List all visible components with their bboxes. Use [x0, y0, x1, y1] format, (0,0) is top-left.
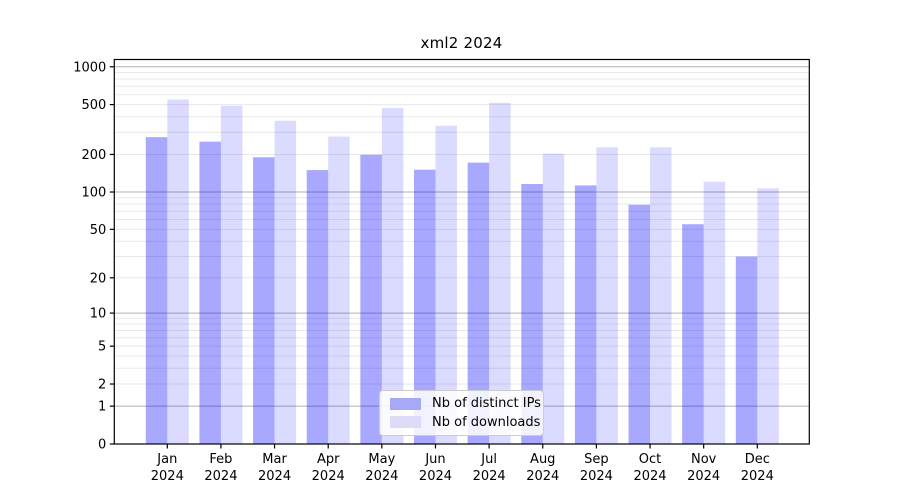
- x-tick-label-month: Dec: [745, 452, 770, 467]
- bar-distinct-ips-sep: [574, 185, 597, 445]
- bar-downloads-oct: [650, 147, 672, 444]
- legend-label-distinct-ips: Nb of distinct IPs: [432, 396, 541, 412]
- x-tick-label-year: 2024: [204, 469, 237, 484]
- x-tick-label-month: Jan: [156, 452, 177, 467]
- bar-downloads-nov: [703, 181, 726, 444]
- y-tick-label: 2: [98, 378, 106, 393]
- x-tick-label-month: Feb: [209, 452, 232, 467]
- y-tick-label: 10: [90, 307, 107, 322]
- y-tick-label: 200: [81, 148, 106, 163]
- x-tick-label-year: 2024: [258, 469, 291, 484]
- x-tick-label-month: Nov: [691, 452, 717, 467]
- bar-downloads-jan: [167, 99, 189, 444]
- bar-distinct-ips-feb: [199, 141, 221, 445]
- bar-distinct-ips-jan: [145, 137, 168, 445]
- bar-distinct-ips-jun: [413, 169, 436, 444]
- bar-distinct-ips-oct: [628, 204, 651, 444]
- x-tick-label-month: May: [368, 452, 395, 467]
- x-tick-label-month: Apr: [317, 452, 340, 467]
- y-tick-label: 0: [98, 438, 106, 453]
- y-tick-label: 50: [90, 223, 107, 238]
- bar-distinct-ips-nov: [682, 224, 704, 444]
- bar-downloads-feb: [220, 105, 243, 444]
- bar-downloads-mar: [274, 120, 297, 444]
- bar-downloads-may: [381, 107, 404, 445]
- y-tick-label: 1000: [73, 60, 106, 75]
- legend-swatch-distinct-ips: [390, 397, 421, 410]
- x-tick-label-year: 2024: [633, 469, 666, 484]
- y-tick-label: 20: [90, 271, 107, 286]
- x-tick-label-year: 2024: [687, 469, 720, 484]
- x-tick-label-year: 2024: [312, 469, 345, 484]
- x-tick-label-year: 2024: [580, 469, 613, 484]
- bar-distinct-ips-aug: [521, 183, 543, 444]
- chart-title: xml2 2024: [420, 34, 503, 52]
- legend-label-downloads: Nb of downloads: [432, 414, 541, 430]
- bar-downloads-apr: [328, 136, 350, 444]
- x-tick-label-year: 2024: [526, 469, 559, 484]
- y-tick-label: 500: [81, 98, 106, 113]
- x-tick-label-month: Aug: [530, 452, 555, 467]
- y-tick-label: 100: [81, 186, 106, 201]
- plot-frame: [113, 58, 810, 445]
- legend-swatch-downloads: [390, 416, 421, 429]
- bar-distinct-ips-apr: [306, 170, 329, 445]
- x-tick-label-year: 2024: [419, 469, 452, 484]
- legend-box: Nb of distinct IPs Nb of downloads: [379, 390, 544, 436]
- x-tick-label-month: Oct: [639, 452, 661, 467]
- x-tick-label-year: 2024: [741, 469, 774, 484]
- bar-downloads-aug: [542, 153, 565, 444]
- bar-distinct-ips-dec: [735, 256, 758, 444]
- y-tick-label: 5: [98, 340, 106, 355]
- bar-downloads-jul: [489, 102, 511, 445]
- x-tick-label-year: 2024: [151, 469, 184, 484]
- x-tick-label-year: 2024: [473, 469, 506, 484]
- bar-downloads-jun: [435, 125, 457, 445]
- x-tick-label-month: Jul: [480, 452, 497, 467]
- bar-distinct-ips-mar: [253, 157, 275, 444]
- x-tick-label-month: Mar: [262, 452, 287, 467]
- legend-entry-downloads: Nb of downloads: [390, 415, 540, 430]
- x-tick-label-year: 2024: [365, 469, 398, 484]
- x-tick-label-month: Jun: [424, 452, 445, 467]
- bar-downloads-dec: [757, 188, 779, 444]
- legend-entry-distinct-ips: Nb of distinct IPs: [390, 396, 541, 411]
- bar-downloads-sep: [596, 147, 618, 444]
- bar-distinct-ips-may: [360, 154, 382, 444]
- x-tick-label-month: Sep: [584, 452, 609, 467]
- bar-distinct-ips-jul: [467, 162, 490, 444]
- y-tick-label: 1: [98, 400, 106, 415]
